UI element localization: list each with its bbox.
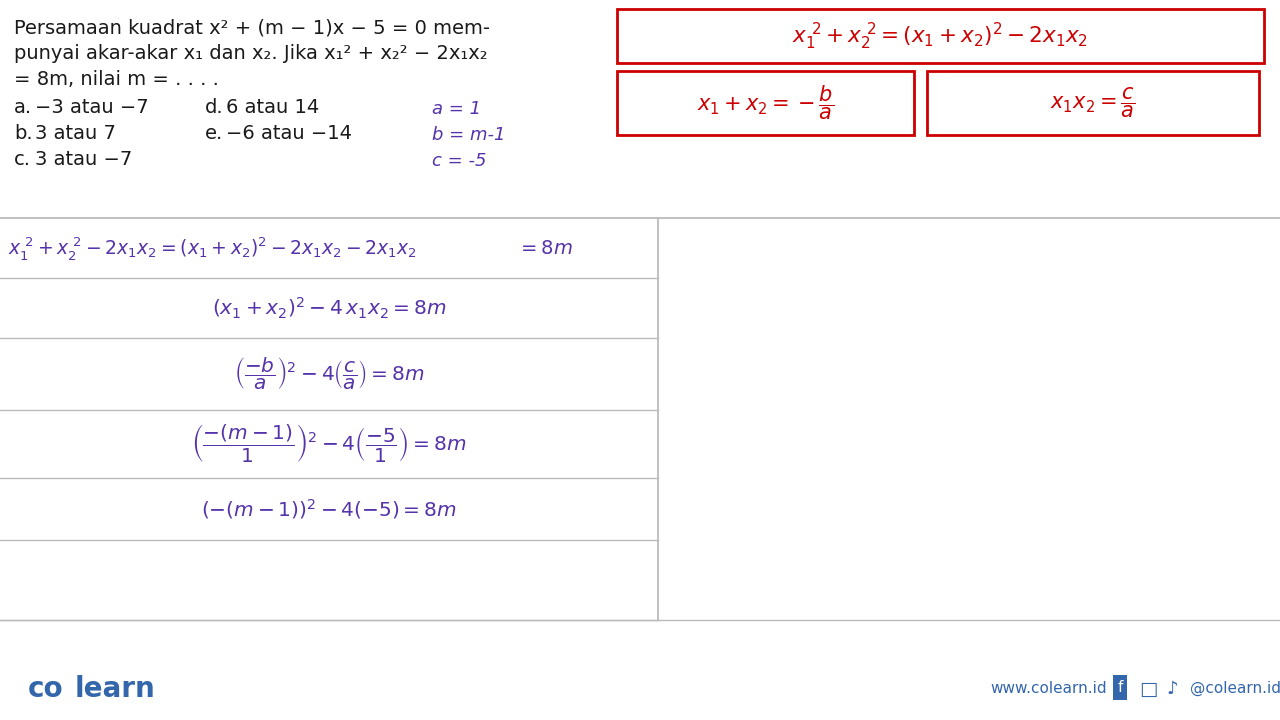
Text: $= 8m$: $= 8m$ xyxy=(517,238,573,258)
Text: = 8m, nilai m = . . . .: = 8m, nilai m = . . . . xyxy=(14,70,219,89)
Text: $x_1x_2 = \dfrac{c}{a}$: $x_1x_2 = \dfrac{c}{a}$ xyxy=(1051,86,1135,120)
Text: ♪: ♪ xyxy=(1166,680,1178,698)
Text: −3 atau −7: −3 atau −7 xyxy=(35,98,148,117)
Text: a.: a. xyxy=(14,98,32,117)
Text: Persamaan kuadrat x² + (m − 1)x − 5 = 0 mem-: Persamaan kuadrat x² + (m − 1)x − 5 = 0 … xyxy=(14,18,490,37)
Text: b = m-1: b = m-1 xyxy=(433,126,506,144)
Text: e.: e. xyxy=(205,124,223,143)
Text: b.: b. xyxy=(14,124,32,143)
Text: $(-(m-1))^2 - 4(-5) = 8m$: $(-(m-1))^2 - 4(-5) = 8m$ xyxy=(201,497,457,521)
Text: −6 atau −14: −6 atau −14 xyxy=(227,124,352,143)
Text: $x_1 + x_2 = -\dfrac{b}{a}$: $x_1 + x_2 = -\dfrac{b}{a}$ xyxy=(696,84,835,122)
Text: $x_1^{\ 2} + x_2^{\ 2} - 2x_1x_2 = (x_1 + x_2)^2 - 2x_1x_2 - 2x_1x_2$: $x_1^{\ 2} + x_2^{\ 2} - 2x_1x_2 = (x_1 … xyxy=(8,235,416,261)
Text: co: co xyxy=(28,675,64,703)
Text: c = -5: c = -5 xyxy=(433,152,486,170)
Text: 6 atau 14: 6 atau 14 xyxy=(227,98,319,117)
Text: a = 1: a = 1 xyxy=(433,100,481,118)
FancyBboxPatch shape xyxy=(927,71,1260,135)
Text: c.: c. xyxy=(14,150,31,169)
Text: $\left(\dfrac{-(m-1)}{1}\right)^2 - 4\left(\dfrac{-5}{1}\right) = 8m$: $\left(\dfrac{-(m-1)}{1}\right)^2 - 4\le… xyxy=(192,423,467,465)
Text: f: f xyxy=(1117,680,1123,695)
Text: 3 atau −7: 3 atau −7 xyxy=(35,150,132,169)
Text: $\left(\dfrac{-b}{a}\right)^2 - 4\left(\dfrac{c}{a}\right) = 8m$: $\left(\dfrac{-b}{a}\right)^2 - 4\left(\… xyxy=(234,356,424,392)
Text: punyai akar-akar x₁ dan x₂. Jika x₁² + x₂² − 2x₁x₂: punyai akar-akar x₁ dan x₂. Jika x₁² + x… xyxy=(14,44,488,63)
Text: learn: learn xyxy=(76,675,156,703)
Text: $x_1^{\ 2} + x_2^{\ 2} = (x_1 + x_2)^2 - 2x_1x_2$: $x_1^{\ 2} + x_2^{\ 2} = (x_1 + x_2)^2 -… xyxy=(792,20,1088,52)
Text: 3 atau 7: 3 atau 7 xyxy=(35,124,116,143)
Text: □: □ xyxy=(1139,680,1157,699)
Text: d.: d. xyxy=(205,98,224,117)
Text: www.colearn.id: www.colearn.id xyxy=(989,681,1107,696)
Text: $(x_1 + x_2)^2 - 4\,x_1x_2 = 8m$: $(x_1 + x_2)^2 - 4\,x_1x_2 = 8m$ xyxy=(211,295,447,320)
Text: @colearn.id: @colearn.id xyxy=(1190,681,1280,696)
FancyBboxPatch shape xyxy=(617,9,1265,63)
FancyBboxPatch shape xyxy=(617,71,914,135)
